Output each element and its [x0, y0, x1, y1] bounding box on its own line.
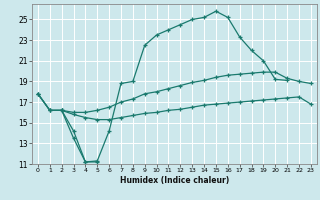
X-axis label: Humidex (Indice chaleur): Humidex (Indice chaleur)	[120, 176, 229, 185]
